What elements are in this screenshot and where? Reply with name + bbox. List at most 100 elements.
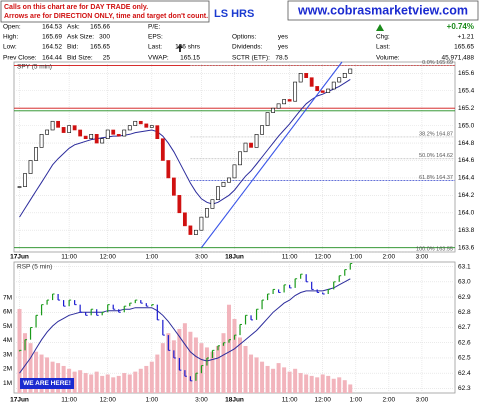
candle (28, 160, 33, 174)
fib-label: 61.8% 164.37 (419, 175, 453, 181)
volume-bar (215, 346, 220, 393)
volume-tick-label: 1M (3, 380, 12, 387)
volume-tick-label: 6M (3, 309, 12, 316)
quote-label: SCTR (ETF): (232, 55, 270, 62)
x-tick-label: 12:00 (100, 397, 117, 404)
volume-bar (232, 318, 237, 393)
volume-bar (204, 347, 209, 393)
candle (216, 186, 220, 201)
volume-bar (171, 340, 176, 393)
quote-label: EPS: (148, 34, 163, 41)
x-tick-label: 2:00 (383, 254, 396, 261)
candle (45, 129, 49, 135)
candle (34, 147, 38, 161)
volume-bar (221, 333, 226, 393)
volume-bar (348, 384, 353, 393)
callout-text: WE ARE HERE! (23, 380, 71, 387)
candle (78, 129, 83, 137)
quote-value: 164.53 (42, 24, 62, 31)
x-tick-label: 1:00 (145, 254, 158, 261)
quote-value: yes (278, 44, 289, 51)
candle (331, 81, 336, 90)
price-panel: 165.6 165.4 165.2 165.0 164.8 164.6 164.4 164.2… (10, 60, 475, 261)
volume-bar (243, 346, 248, 393)
site-box (287, 0, 479, 21)
candle (105, 129, 110, 139)
volume-bar (309, 375, 314, 393)
quote-value: +1.21 (458, 34, 475, 41)
volume-tick-label: 5M (3, 323, 12, 330)
volume-bar (282, 367, 287, 393)
fib-label: 50.0% 164.62 (419, 153, 453, 159)
candle (72, 125, 77, 131)
quote-label: Volume: (376, 55, 400, 62)
candle (194, 229, 198, 235)
callout-box (20, 378, 74, 389)
candle (243, 142, 248, 153)
quote-value: 164.52 (42, 44, 62, 51)
quote-table: Open: 164.53 High: 165.69 Low: 164.52 Prev Clo… (3, 22, 474, 62)
candle (116, 134, 121, 137)
volume-bar (276, 363, 281, 393)
volume-tick-label: 4M (3, 337, 12, 344)
fib-label: 0.0% 165.69 (422, 60, 453, 66)
site-url: www.cobrasmarketview.com (297, 3, 468, 17)
x-tick-label: 17Jun (10, 397, 29, 404)
x-tick-label: 12:00 (315, 397, 332, 404)
candle (232, 164, 237, 179)
candle (122, 129, 127, 137)
moving-average (19, 278, 351, 374)
volume-bar (166, 333, 171, 393)
y-tick-label: 62.4 (458, 370, 471, 377)
volume-bar (78, 370, 83, 393)
candle (89, 134, 94, 139)
volume-bar (138, 368, 143, 393)
volume-bar (111, 377, 116, 393)
candle (111, 129, 116, 135)
y-tick-label: 164.4 (458, 175, 475, 182)
volume-bar (249, 354, 254, 393)
candle (144, 123, 149, 128)
quote-value: 136 shrs (175, 44, 201, 51)
notice-box (0, 0, 210, 23)
candle (227, 177, 231, 183)
quote-value: 45,971,488 (441, 55, 474, 62)
volume-bar (133, 371, 138, 393)
y-tick-label: 62.6 (458, 339, 471, 346)
quote-value: 165.69 (42, 34, 62, 41)
candle (83, 135, 88, 139)
candle (304, 73, 309, 78)
candle (293, 81, 298, 102)
volume-bar (260, 361, 265, 393)
volume-bar (226, 304, 231, 393)
y-tick-label: 163.6 (458, 244, 475, 251)
change-percent: +0.74% (447, 22, 474, 31)
up-arrow-icon (177, 44, 183, 52)
quote-label: Ask Size: (67, 34, 94, 41)
y-tick-label: 62.9 (458, 294, 471, 301)
volume-bar (210, 351, 215, 393)
volume-bar (320, 374, 325, 393)
volume-bar (28, 343, 33, 393)
candle (221, 181, 226, 187)
x-tick-label: 11:00 (282, 254, 298, 261)
volume-bar (331, 378, 336, 393)
candle (100, 138, 105, 144)
volume-bar (326, 375, 331, 393)
candle (171, 177, 176, 196)
candle (210, 199, 215, 209)
volume-bar (23, 333, 28, 393)
volume-bar (116, 375, 121, 393)
y-tick-label: 62.8 (458, 309, 471, 316)
volume-bar (287, 371, 292, 393)
volume-bar (160, 343, 165, 393)
x-tick-label: 1:00 (349, 397, 362, 404)
x-tick-label: 1:00 (349, 254, 362, 261)
quote-label: High: (3, 34, 18, 41)
candle (320, 90, 325, 93)
rsp-panel: 63.1 63.0 62.9 62.8 62.7 62.6 62.5 62.4 62.3 17Ju… (3, 261, 471, 404)
y-tick-label: 62.7 (458, 324, 471, 331)
quote-label: Chg: (376, 34, 390, 41)
x-tick-label: 18Jun (225, 254, 244, 261)
candle (177, 195, 182, 214)
